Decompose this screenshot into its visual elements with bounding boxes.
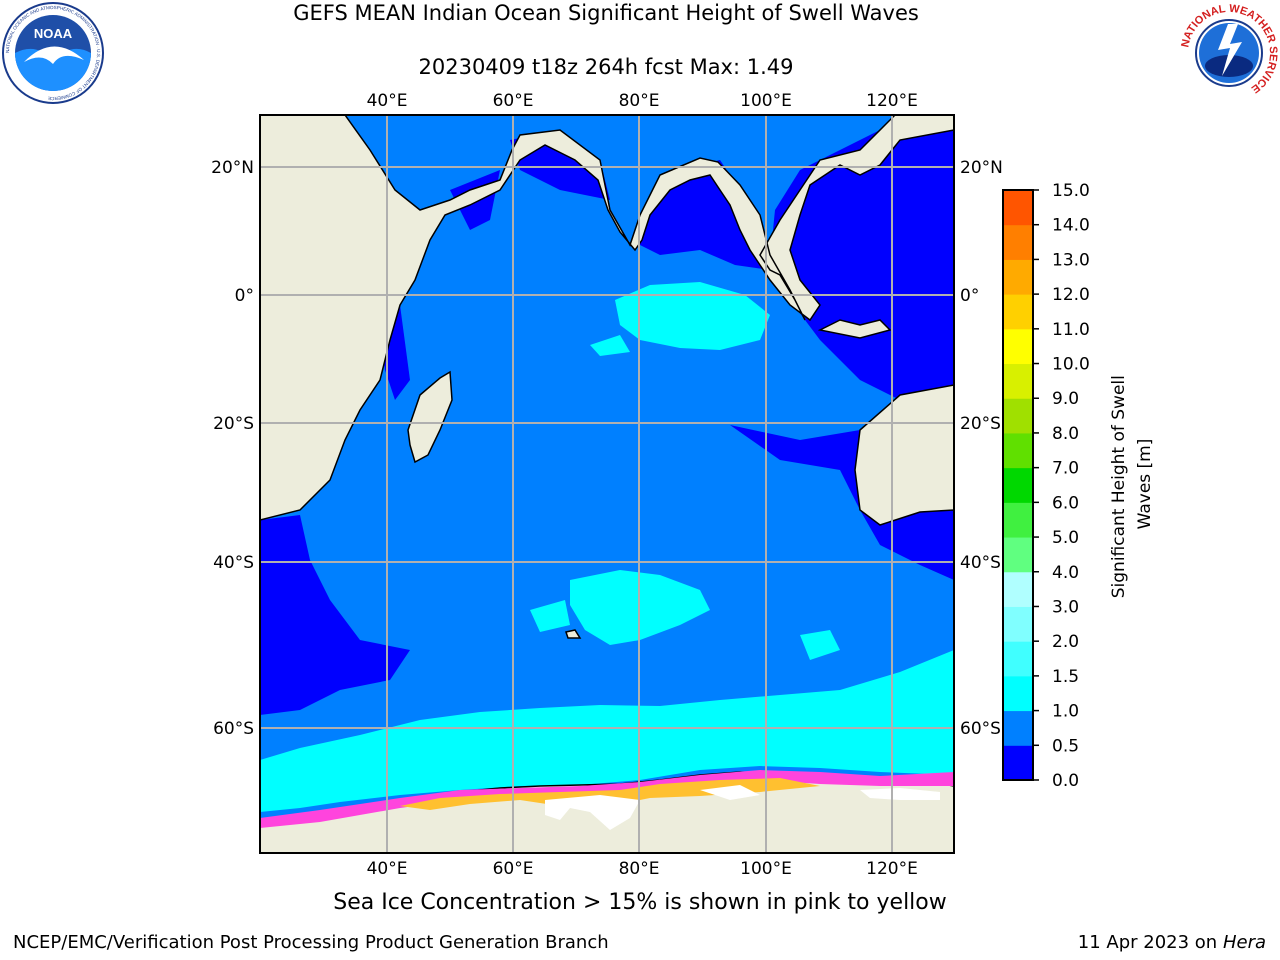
colorbar-tick-label: 9.0 bbox=[1052, 389, 1079, 409]
lat-tick-right: 20°S bbox=[960, 414, 1001, 434]
colorbar-tick-label: 15.0 bbox=[1052, 181, 1090, 201]
colorbar-segment bbox=[1003, 432, 1033, 469]
colorbar-tick-label: 8.0 bbox=[1052, 424, 1079, 444]
colorbar-tick-label: 1.5 bbox=[1052, 667, 1079, 687]
lon-tick-top: 80°E bbox=[619, 91, 660, 111]
chart-title-line2: 20230409 t18z 264h fcst Max: 1.49 bbox=[418, 55, 794, 79]
colorbar-segment bbox=[1003, 259, 1033, 295]
lat-tick-labels-right: 20°N 0° 20°S 40°S 60°S bbox=[960, 158, 1003, 739]
colorbar-segment bbox=[1003, 571, 1033, 607]
lat-tick-right: 60°S bbox=[960, 719, 1001, 739]
lat-tick-right: 40°S bbox=[960, 553, 1001, 573]
colorbar-tick-label: 13.0 bbox=[1052, 250, 1090, 270]
map-area bbox=[260, 115, 954, 853]
colorbar-segment bbox=[1003, 675, 1033, 712]
sea-ice bbox=[260, 770, 954, 830]
colorbar-segment bbox=[1003, 606, 1033, 642]
grid-lines bbox=[260, 115, 954, 853]
colorbar-tick-label: 14.0 bbox=[1052, 216, 1090, 236]
sea-ice-note: Sea Ice Concentration > 15% is shown in … bbox=[333, 890, 947, 915]
lat-tick-right: 20°N bbox=[960, 158, 1003, 178]
colorbar-tick-label: 10.0 bbox=[1052, 355, 1090, 375]
colorbar-segment bbox=[1003, 641, 1033, 677]
colorbar-segment bbox=[1003, 363, 1033, 399]
lon-tick-bottom: 80°E bbox=[619, 859, 660, 879]
colorbar-tick-label: 6.0 bbox=[1052, 493, 1079, 513]
colorbar-tick-label: 4.0 bbox=[1052, 563, 1079, 583]
chart-title-line1: GEFS MEAN Indian Ocean Significant Heigh… bbox=[293, 1, 919, 25]
lon-tick-bottom: 60°E bbox=[493, 859, 534, 879]
lon-tick-top: 60°E bbox=[493, 91, 534, 111]
colorbar-tick-label: 3.0 bbox=[1052, 597, 1079, 617]
nws-logo: NATIONAL WEATHER SERVICE bbox=[1179, 3, 1279, 103]
noaa-logo-text: NOAA bbox=[34, 26, 73, 41]
colorbar-segment bbox=[1003, 294, 1033, 330]
lat-tick-left: 40°S bbox=[213, 553, 254, 573]
lon-tick-bottom: 120°E bbox=[866, 859, 918, 879]
colorbar-segment bbox=[1003, 537, 1033, 573]
colorbar-tick-label: 11.0 bbox=[1052, 320, 1090, 340]
colorbar-segment bbox=[1003, 398, 1033, 434]
colorbar-tick-label: 7.0 bbox=[1052, 459, 1079, 479]
lat-tick-left: 0° bbox=[235, 286, 254, 306]
lat-tick-left: 20°S bbox=[213, 414, 254, 434]
lat-tick-left: 60°S bbox=[213, 719, 254, 739]
map-frame bbox=[259, 114, 955, 854]
lon-tick-top: 40°E bbox=[367, 91, 408, 111]
colorbar-segment bbox=[1003, 190, 1033, 226]
lon-tick-top: 120°E bbox=[866, 91, 918, 111]
colorbar-tick-label: 0.0 bbox=[1052, 771, 1079, 791]
colorbar-label: Significant Height of Swell Waves [m] bbox=[1109, 370, 1155, 599]
colorbar-tick-label: 12.0 bbox=[1052, 285, 1090, 305]
colorbar-tick-label: 1.0 bbox=[1052, 702, 1079, 722]
lat-tick-right: 0° bbox=[960, 286, 979, 306]
colorbar-segment bbox=[1003, 502, 1033, 538]
lon-tick-labels: 40°E 60°E 80°E 100°E 120°E 40°E 60°E 80°… bbox=[367, 91, 918, 879]
colorbar: 0.0 0.5 1.0 1.5 2.0 3.0 4.0 5.0 6.0 7.0 8.0 9.0 10.0… bbox=[1002, 181, 1090, 791]
footer-credit: NCEP/EMC/Verification Post Processing Pr… bbox=[13, 932, 609, 953]
colorbar-segment bbox=[1003, 710, 1033, 746]
lon-tick-top: 100°E bbox=[740, 91, 792, 111]
colorbar-tick-label: 0.5 bbox=[1052, 736, 1079, 756]
colorbar-segment bbox=[1003, 224, 1033, 260]
lon-tick-bottom: 100°E bbox=[740, 859, 792, 879]
lat-tick-labels-left: 20°N 0° 20°S 40°S 60°S bbox=[211, 158, 254, 739]
colorbar-frame bbox=[1002, 189, 1034, 781]
lat-tick-left: 20°N bbox=[211, 158, 254, 178]
colorbar-tick-label: 5.0 bbox=[1052, 528, 1079, 548]
colorbar-segment bbox=[1003, 467, 1033, 503]
footer-host: Hera bbox=[1222, 932, 1266, 953]
colorbar-tick-label: 2.0 bbox=[1052, 632, 1079, 652]
noaa-logo: NOAA NATIONAL OCEANIC AND ATMOSPHERIC AD… bbox=[2, 2, 104, 104]
lon-tick-bottom: 40°E bbox=[367, 859, 408, 879]
footer-date: 11 Apr 2023 on Hera bbox=[1077, 932, 1266, 953]
colorbar-segment bbox=[1003, 328, 1033, 365]
colorbar-segment bbox=[1003, 745, 1033, 781]
